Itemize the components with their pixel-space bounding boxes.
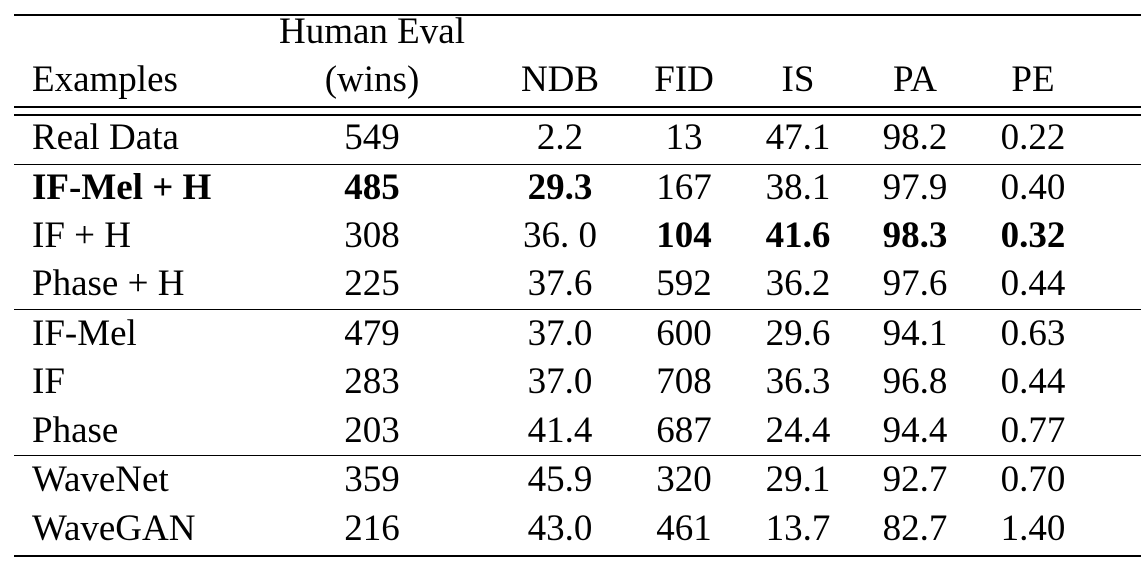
cell-human-eval: 225 (344, 263, 400, 304)
cell-fid: 592 (656, 263, 712, 304)
cell-ndb: 41.4 (527, 410, 593, 451)
bottom-rule (14, 555, 1141, 557)
cell-ndb: 45.9 (527, 459, 593, 500)
cell-is: 29.6 (765, 313, 831, 354)
cell-ndb: 36. 0 (523, 215, 597, 256)
cell-human-eval: 549 (344, 117, 400, 158)
header-rule-second (14, 114, 1141, 116)
cell-is: 41.6 (765, 215, 831, 256)
cell-pe: 0.32 (1000, 215, 1066, 256)
cell-ndb: 37.0 (527, 313, 593, 354)
cell-pa: 94.1 (882, 313, 948, 354)
cell-is: 29.1 (765, 459, 831, 500)
cell-fid: 708 (656, 361, 712, 402)
cell-pe: 0.63 (1000, 313, 1066, 354)
group-separator (14, 455, 1141, 456)
header-fid: FID (654, 59, 714, 100)
cell-examples: WaveGAN (32, 508, 196, 549)
cell-pe: 0.70 (1000, 459, 1066, 500)
cell-pa: 98.2 (882, 117, 948, 158)
cell-ndb: 37.0 (527, 361, 593, 402)
cell-pa: 82.7 (882, 508, 948, 549)
cell-pe: 0.44 (1000, 263, 1066, 304)
cell-pa: 96.8 (882, 361, 948, 402)
cell-is: 38.1 (765, 167, 831, 208)
cell-examples: IF + H (32, 215, 131, 256)
cell-pe: 0.77 (1000, 410, 1066, 451)
cell-fid: 13 (665, 117, 703, 158)
cell-examples: IF-Mel + H (32, 167, 212, 208)
header-pa: PA (893, 59, 937, 100)
cell-ndb: 29.3 (527, 167, 593, 208)
cell-is: 47.1 (765, 117, 831, 158)
cell-examples: WaveNet (32, 459, 169, 500)
cell-human-eval: 308 (344, 215, 400, 256)
cell-pa: 92.7 (882, 459, 948, 500)
header-ndb: NDB (520, 59, 600, 100)
cell-pa: 97.6 (882, 263, 948, 304)
cell-human-eval: 485 (344, 167, 400, 208)
cell-is: 36.3 (765, 361, 831, 402)
cell-fid: 320 (656, 459, 712, 500)
group-separator (14, 309, 1141, 310)
header-human-eval-line2: (wins) (324, 59, 420, 100)
cell-fid: 104 (656, 215, 712, 256)
cell-human-eval: 203 (344, 410, 400, 451)
group-separator (14, 164, 1141, 165)
cell-human-eval: 283 (344, 361, 400, 402)
header-pe: PE (1011, 59, 1055, 100)
cell-fid: 600 (656, 313, 712, 354)
cell-fid: 687 (656, 410, 712, 451)
cell-pe: 1.40 (1000, 508, 1066, 549)
cell-fid: 461 (656, 508, 712, 549)
cell-ndb: 2.2 (536, 117, 584, 158)
cell-ndb: 43.0 (527, 508, 593, 549)
cell-examples: Phase + H (32, 263, 185, 304)
cell-pa: 98.3 (882, 215, 948, 256)
cell-ndb: 37.6 (527, 263, 593, 304)
cell-pe: 0.44 (1000, 361, 1066, 402)
cell-is: 24.4 (765, 410, 831, 451)
cell-human-eval: 359 (344, 459, 400, 500)
top-rule (14, 14, 1141, 16)
header-human-eval-line1: Human Eval (279, 11, 465, 52)
cell-is: 36.2 (765, 263, 831, 304)
header-examples: Examples (32, 59, 178, 100)
header-is: IS (781, 59, 815, 100)
cell-examples: IF (32, 361, 65, 402)
cell-pa: 94.4 (882, 410, 948, 451)
cell-pe: 0.40 (1000, 167, 1066, 208)
cell-pe: 0.22 (1000, 117, 1066, 158)
cell-examples: IF-Mel (32, 313, 137, 354)
cell-examples: Phase (32, 410, 119, 451)
cell-pa: 97.9 (882, 167, 948, 208)
cell-examples: Real Data (32, 117, 179, 158)
cell-human-eval: 479 (344, 313, 400, 354)
cell-is: 13.7 (765, 508, 831, 549)
cell-fid: 167 (656, 167, 712, 208)
header-rule (14, 106, 1141, 108)
cell-human-eval: 216 (344, 508, 400, 549)
